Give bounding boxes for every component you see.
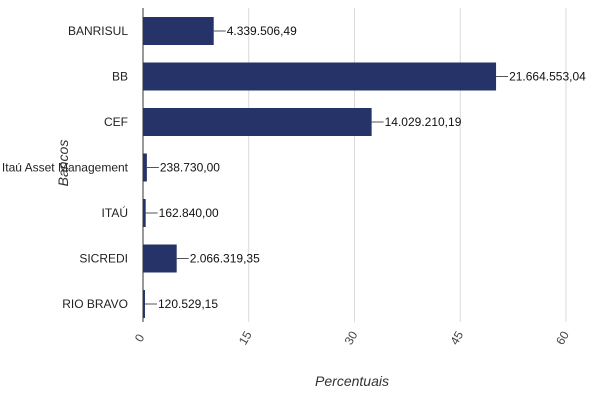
x-tick-labels: 0 15 30 45 60 <box>132 328 572 347</box>
category-label: ITAÚ <box>102 205 128 220</box>
x-tick-label: 0 <box>132 331 148 344</box>
data-label: 120.529,15 <box>158 297 218 311</box>
y-axis-title: Bancos <box>55 140 71 187</box>
bar <box>143 108 372 136</box>
bar <box>143 244 177 273</box>
bar <box>143 62 497 91</box>
category-label: SICREDI <box>79 252 128 266</box>
data-label: 21.664.553,04 <box>509 70 586 84</box>
label-connectors <box>144 30 509 305</box>
gridlines <box>248 8 567 322</box>
data-label: 14.029.210,19 <box>385 115 462 129</box>
bar <box>143 153 147 182</box>
category-labels: BANRISUL BB CEF Itaú Asset Management ITAÚ SI… <box>2 24 129 311</box>
category-label: CEF <box>104 115 128 129</box>
bar <box>143 199 146 227</box>
x-axis-title: Percentuais <box>315 373 389 389</box>
value-labels: 4.339.506,49 21.664.553,04 14.029.210,19 23… <box>158 24 586 311</box>
x-tick-label: 30 <box>342 328 361 347</box>
x-tick-label: 60 <box>553 328 572 347</box>
category-label: RIO BRAVO <box>62 297 128 311</box>
data-label: 238.730,00 <box>160 161 220 175</box>
x-tick-label: 15 <box>236 328 255 347</box>
bar <box>143 17 214 45</box>
bars <box>143 17 497 318</box>
category-label: Itaú Asset Management <box>2 161 129 175</box>
data-label: 4.339.506,49 <box>227 24 297 38</box>
data-label: 2.066.319,35 <box>190 252 260 266</box>
data-label: 162.840,00 <box>159 206 219 220</box>
bar <box>143 290 145 318</box>
category-label: BB <box>112 70 128 84</box>
x-tick-label: 45 <box>447 328 466 347</box>
category-label: BANRISUL <box>68 24 128 38</box>
